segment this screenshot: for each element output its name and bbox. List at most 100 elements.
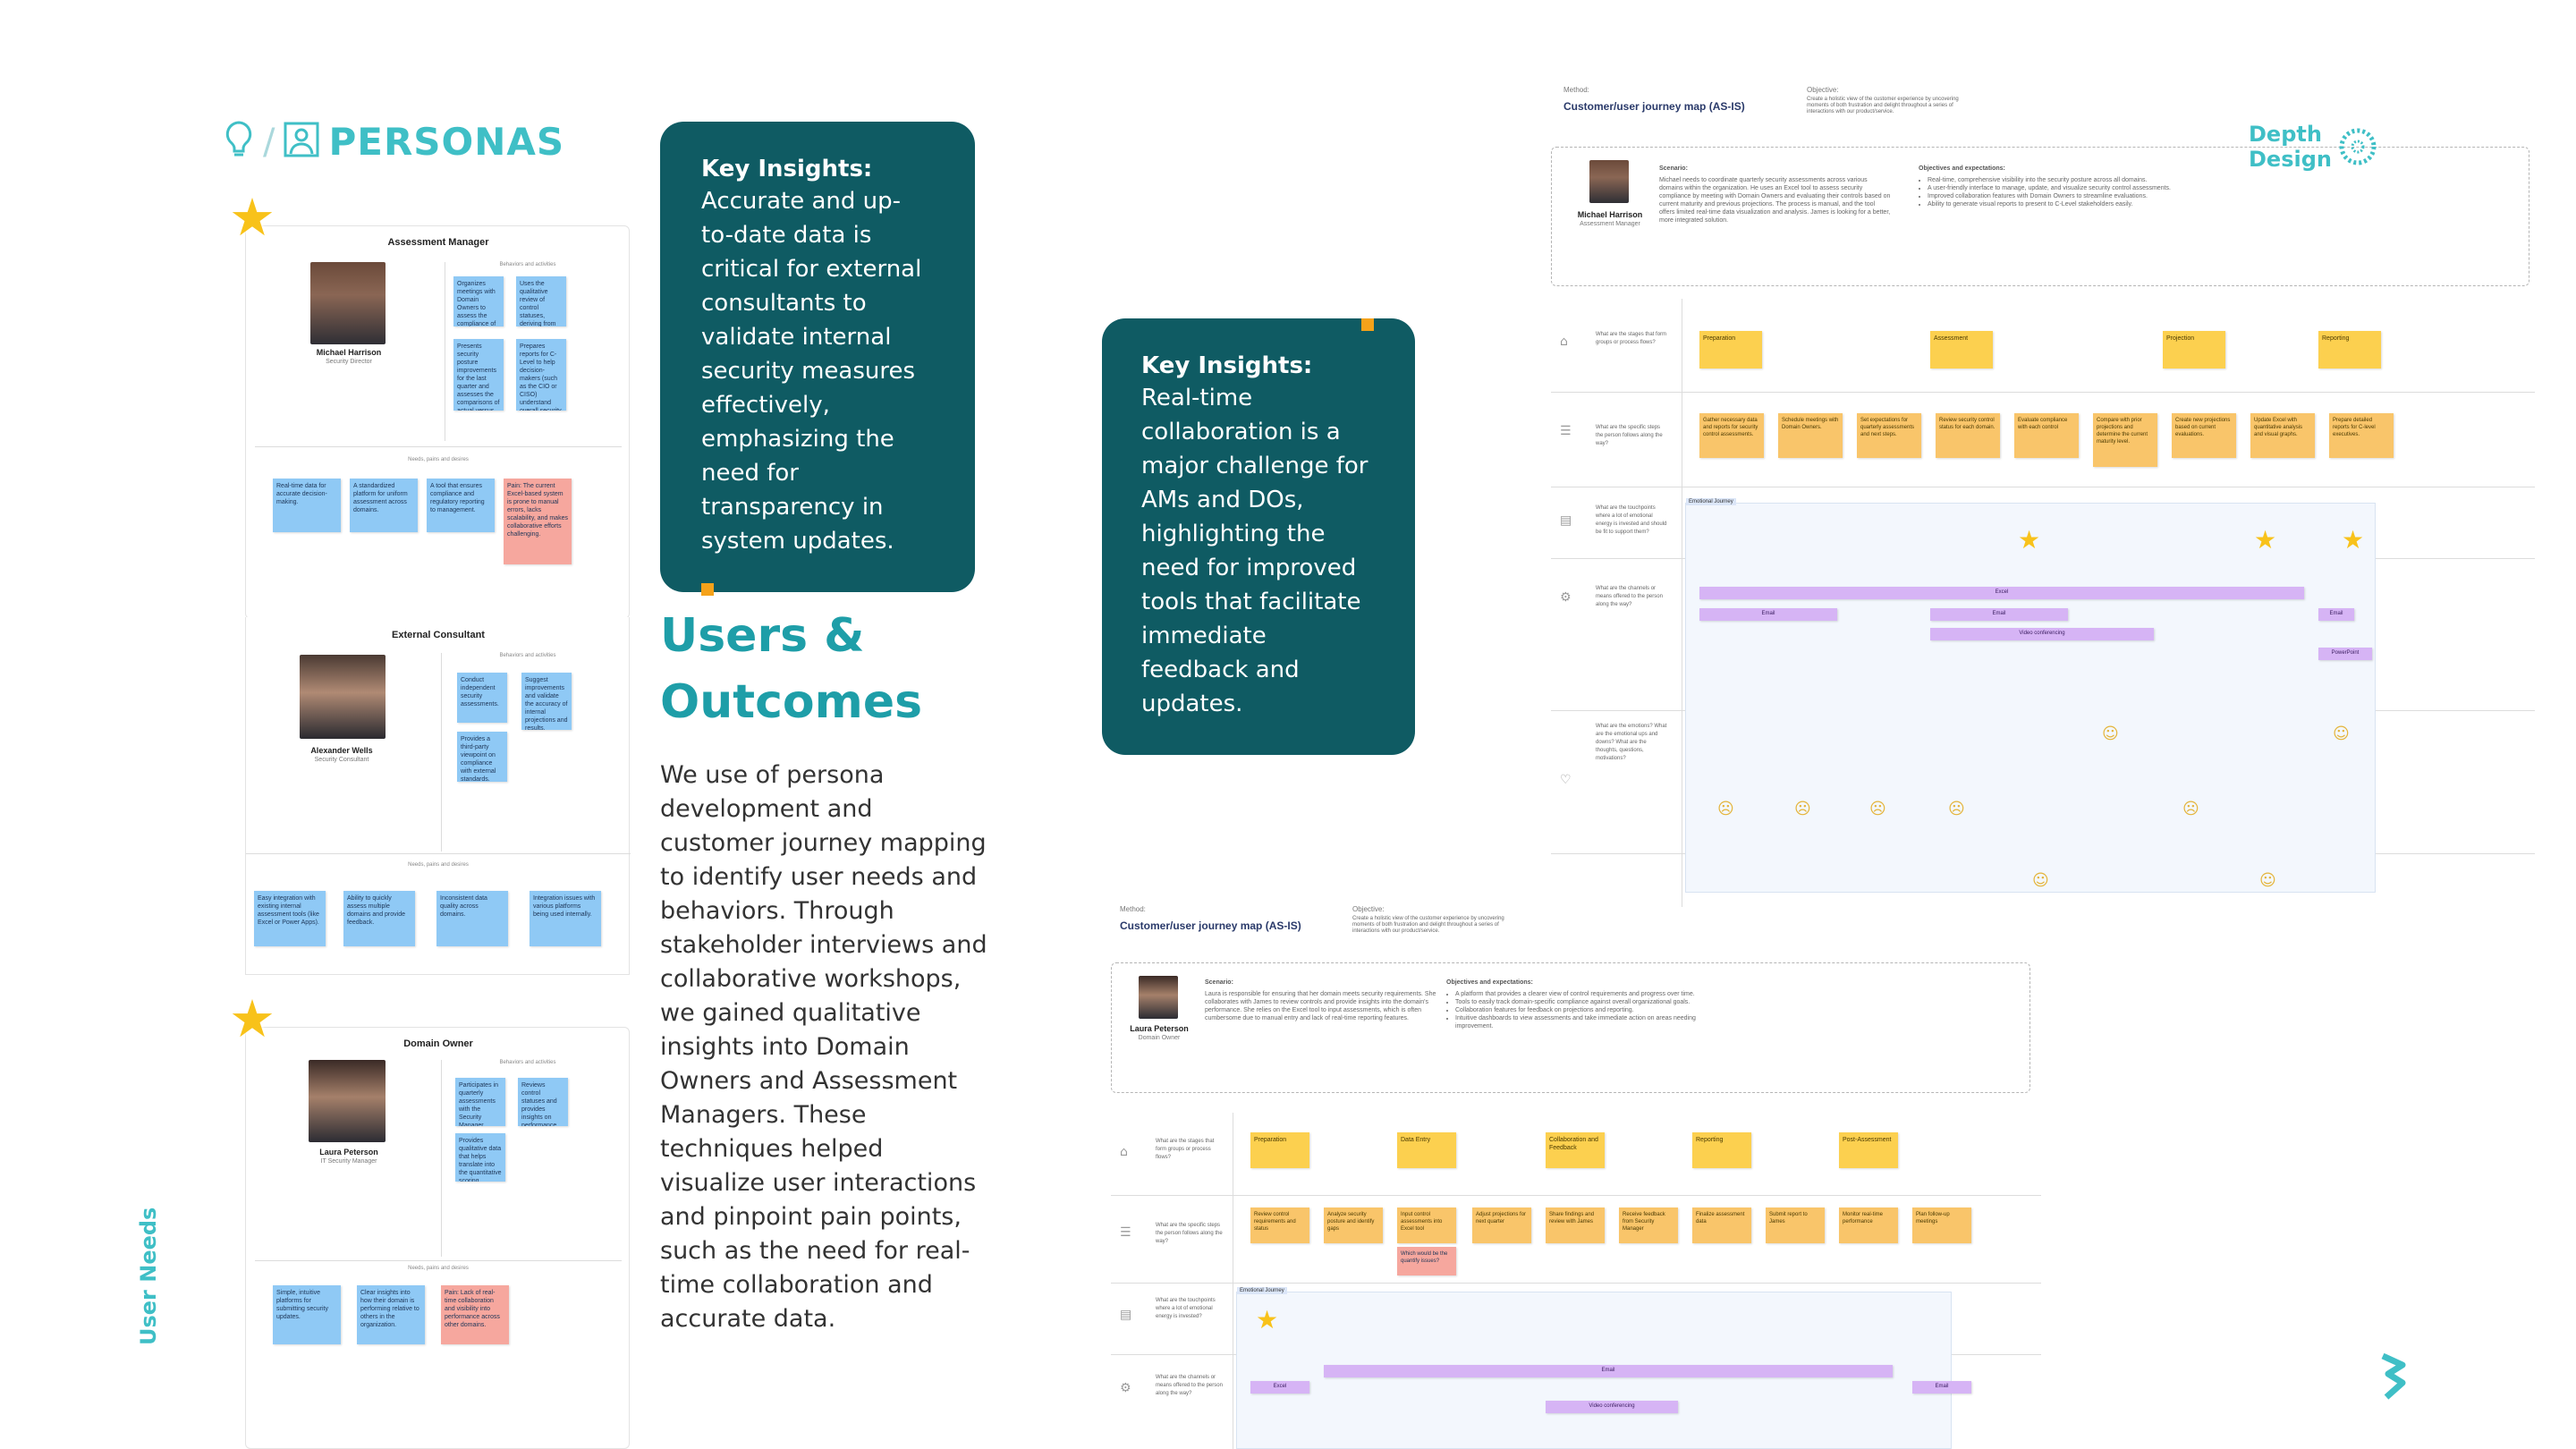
behavior-sticky[interactable]: Uses the qualitative review of control s… [516,276,566,326]
row-question: What are the touchpoints where a lot of … [1156,1298,1216,1319]
need-sticky[interactable]: A tool that ensures compliance and regul… [427,479,495,532]
neutral-face-icon: ☹ [1948,800,1965,818]
tag-icon: ⌂ [1560,335,1568,349]
behavior-sticky[interactable]: Prepares reports for C-Level to help dec… [516,339,566,411]
persona-card-title: Domain Owner [403,1038,473,1049]
objective-text: Create a holistic view of the customer e… [1352,916,1504,934]
expectation-item: Ability to generate visual reports to pr… [1928,200,2187,208]
logo-line1: Depth [2249,122,2322,147]
step-sticky[interactable]: Create new projections based on current … [2172,413,2236,458]
channel-bar[interactable]: Email [2318,608,2354,621]
pain-sticky[interactable]: Pain: Lack of real-time collaboration an… [441,1285,509,1344]
text-line: Owners and Assessment [660,1067,958,1095]
person-frame-icon [284,122,319,162]
step-sticky[interactable]: Schedule meetings with Domain Owners. [1778,413,1843,458]
stage-sticky[interactable]: Preparation [1699,331,1762,369]
channel-bar[interactable]: Video conferencing [1930,628,2154,640]
outcomes-heading-line1: Users & [660,609,865,663]
text-line: Managers. These [660,1101,867,1129]
step-sticky[interactable]: Gather necessary data and reports for se… [1699,413,1764,458]
lightbulb-icon [224,120,254,164]
text-line: accurate data. [660,1305,836,1333]
neutral-face-icon: ☹ [1717,800,1734,818]
persona-role: Security Director [326,359,372,365]
persona-name: Alexander Wells [310,746,373,755]
need-sticky[interactable]: Clear insights into how their domain is … [357,1285,425,1344]
outcomes-heading-line2: Outcomes [660,675,923,729]
text-line: consultants to [701,290,867,317]
neutral-face-icon: ☹ [2182,800,2199,818]
stage-sticky[interactable]: Data Entry [1397,1132,1456,1168]
persona-role: Domain Owner [1138,1035,1181,1041]
pain-sticky[interactable]: Pain: The current Excel-based system is … [504,479,572,564]
divider [255,446,622,447]
channel-bar[interactable]: Excel [1699,587,2304,599]
stage-sticky[interactable]: Assessment [1930,331,1993,369]
channel-bar[interactable]: Email [1912,1381,1971,1394]
emotional-journey-area: Emotional Journey [1685,498,2376,893]
step-sticky[interactable]: Share findings and review with James [1546,1208,1605,1243]
persona-role: Assessment Manager [1580,221,1640,227]
channel-bar[interactable]: PowerPoint [2318,648,2372,660]
step-sticky[interactable]: Finalize assessment data [1692,1208,1751,1243]
step-sticky[interactable]: Review security control status for each … [1936,413,2000,458]
issue-sticky[interactable]: Which would be the quantify issues? [1397,1247,1456,1275]
persona-name: Michael Harrison [316,348,382,357]
text-line: transparency in [701,494,884,521]
step-sticky[interactable]: Receive feedback from Security Manager [1619,1208,1678,1243]
behavior-sticky[interactable]: Presents security posture improvements f… [453,339,504,411]
need-sticky[interactable]: Ability to quickly assess multiple domai… [343,891,415,946]
channel-bar[interactable]: Email [1930,608,2068,621]
objective-text: Create a holistic view of the customer e… [1807,97,1959,114]
stage-sticky[interactable]: Projection [2163,331,2225,369]
need-sticky[interactable]: Inconsistent data quality across domains… [436,891,508,946]
text-line: We use of persona [660,761,885,789]
channel-bar[interactable]: Email [1324,1365,1893,1377]
step-sticky[interactable]: Evaluate compliance with each control [2014,413,2079,458]
needs-label: Needs, pains and desires [408,1266,469,1271]
emotional-journey-label: Emotional Journey [1237,1287,1287,1294]
behavior-sticky[interactable]: Reviews control statuses and provides in… [518,1078,568,1126]
behavior-sticky[interactable]: Provides qualitative data that helps tra… [455,1133,505,1182]
channel-bar[interactable]: Excel [1250,1381,1309,1394]
step-sticky[interactable]: Update Excel with quantitative analysis … [2250,413,2315,458]
accent-square [701,583,714,596]
stage-sticky[interactable]: Preparation [1250,1132,1309,1168]
method-label: Method: [1120,905,1146,913]
step-sticky[interactable]: Analyze security posture and identify ga… [1324,1208,1383,1243]
stage-sticky[interactable]: Reporting [1692,1132,1751,1168]
behavior-sticky[interactable]: Provides a third-party viewpoint on comp… [457,732,507,782]
divider [441,653,442,852]
need-sticky[interactable]: A standardized platform for uniform asse… [350,479,418,532]
step-sticky[interactable]: Submit report to James [1766,1208,1825,1243]
behavior-sticky[interactable]: Participates in quarterly assessments wi… [455,1078,505,1126]
behavior-sticky[interactable]: Conduct independent security assessments… [457,673,507,723]
step-sticky[interactable]: Review control requirements and status [1250,1208,1309,1243]
text-line: feedback and [1141,657,1300,683]
happy-face-icon: ☺ [2259,871,2276,890]
step-sticky[interactable]: Compare with prior projections and deter… [2093,413,2157,467]
row-question: What are the touchpoints where a lot of … [1596,505,1667,535]
stage-sticky[interactable]: Collaboration and Feedback [1546,1132,1605,1168]
need-sticky[interactable]: Easy integration with existing internal … [254,891,326,946]
step-sticky[interactable]: Plan follow-up meetings [1912,1208,1971,1243]
channel-bar[interactable]: Email [1699,608,1837,621]
need-sticky[interactable]: Integration issues with various platform… [530,891,601,946]
text-line: customer journey mapping [660,829,987,857]
text-line: we gained qualitative [660,999,921,1027]
stage-sticky[interactable]: Post-Assessment [1839,1132,1898,1168]
need-sticky[interactable]: Simple, intuitive platforms for submitti… [273,1285,341,1344]
behavior-sticky[interactable]: Suggest improvements and validate the ac… [521,673,572,730]
channel-bar[interactable]: Video conferencing [1546,1401,1678,1413]
behavior-sticky[interactable]: Organizes meetings with Domain Owners to… [453,276,504,326]
stage-sticky[interactable]: Reporting [2318,331,2381,369]
expectation-item: Tools to easily track domain-specific co… [1455,998,1706,1006]
step-sticky[interactable]: Adjust projections for next quarter [1472,1208,1531,1243]
text-line: need for improved [1141,555,1357,581]
step-sticky[interactable]: Set expectations for quarterly assessmen… [1857,413,1921,458]
step-sticky[interactable]: Prepare detailed reports for C-level exe… [2329,413,2394,458]
need-sticky[interactable]: Real-time data for accurate decision-mak… [273,479,341,532]
step-sticky[interactable]: Input control assessments into Excel too… [1397,1208,1456,1243]
step-sticky[interactable]: Monitor real-time performance [1839,1208,1898,1243]
persona-photo [1589,160,1629,203]
